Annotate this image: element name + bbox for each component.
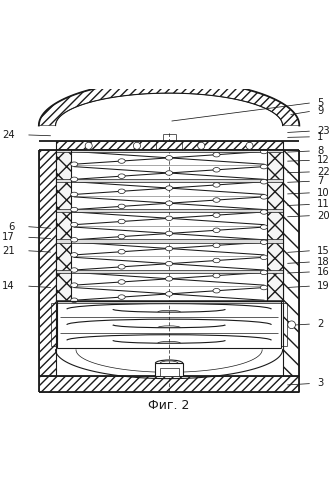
Text: 23: 23 bbox=[317, 126, 330, 136]
Ellipse shape bbox=[213, 213, 220, 218]
Ellipse shape bbox=[118, 219, 125, 224]
Ellipse shape bbox=[260, 150, 267, 154]
Ellipse shape bbox=[166, 201, 172, 205]
Bar bbox=[160, 368, 178, 376]
Text: 18: 18 bbox=[317, 257, 330, 267]
Ellipse shape bbox=[260, 164, 267, 169]
Ellipse shape bbox=[166, 292, 172, 296]
Bar bbox=[56, 142, 283, 150]
Bar bbox=[56, 148, 283, 152]
Bar bbox=[39, 376, 299, 392]
Text: 8: 8 bbox=[317, 146, 323, 156]
Ellipse shape bbox=[260, 210, 267, 214]
Text: 1: 1 bbox=[317, 132, 323, 142]
Ellipse shape bbox=[213, 182, 220, 187]
Ellipse shape bbox=[166, 276, 172, 281]
Ellipse shape bbox=[166, 186, 172, 190]
Ellipse shape bbox=[118, 174, 125, 178]
Ellipse shape bbox=[71, 208, 78, 212]
Text: 10: 10 bbox=[317, 188, 330, 198]
Ellipse shape bbox=[118, 189, 125, 194]
Bar bbox=[56, 240, 283, 242]
Ellipse shape bbox=[260, 286, 267, 290]
Ellipse shape bbox=[118, 250, 125, 254]
Ellipse shape bbox=[213, 198, 220, 202]
Ellipse shape bbox=[213, 243, 220, 248]
Text: 11: 11 bbox=[317, 200, 330, 209]
Text: 2: 2 bbox=[317, 319, 323, 329]
Ellipse shape bbox=[260, 194, 267, 199]
Text: 20: 20 bbox=[317, 210, 330, 220]
Bar bbox=[39, 150, 56, 376]
Text: 19: 19 bbox=[317, 281, 330, 291]
Ellipse shape bbox=[166, 262, 172, 266]
Ellipse shape bbox=[118, 264, 125, 269]
Circle shape bbox=[85, 142, 92, 150]
Circle shape bbox=[288, 321, 295, 328]
Text: 16: 16 bbox=[317, 267, 330, 277]
Ellipse shape bbox=[71, 252, 78, 257]
Ellipse shape bbox=[213, 228, 220, 232]
Text: 5: 5 bbox=[317, 98, 323, 108]
Text: 15: 15 bbox=[317, 246, 330, 256]
Text: 12: 12 bbox=[317, 156, 330, 166]
Ellipse shape bbox=[71, 192, 78, 196]
Ellipse shape bbox=[213, 288, 220, 293]
Bar bbox=[56, 270, 283, 273]
Ellipse shape bbox=[166, 170, 172, 175]
Polygon shape bbox=[39, 80, 299, 126]
Ellipse shape bbox=[166, 156, 172, 160]
Ellipse shape bbox=[71, 162, 78, 166]
Text: 21: 21 bbox=[2, 246, 15, 256]
Ellipse shape bbox=[166, 216, 172, 220]
Ellipse shape bbox=[260, 255, 267, 260]
Ellipse shape bbox=[166, 231, 172, 235]
Circle shape bbox=[198, 142, 205, 150]
Bar bbox=[56, 150, 71, 302]
Circle shape bbox=[134, 142, 141, 150]
Text: 14: 14 bbox=[2, 281, 15, 291]
Text: 7: 7 bbox=[317, 176, 323, 186]
Text: Фиг. 2: Фиг. 2 bbox=[149, 398, 190, 411]
Ellipse shape bbox=[260, 225, 267, 230]
Ellipse shape bbox=[71, 222, 78, 227]
Ellipse shape bbox=[71, 268, 78, 272]
Bar bbox=[56, 209, 283, 212]
Ellipse shape bbox=[71, 177, 78, 182]
Ellipse shape bbox=[166, 246, 172, 251]
Ellipse shape bbox=[118, 295, 125, 300]
Ellipse shape bbox=[71, 283, 78, 288]
Text: 6: 6 bbox=[8, 222, 15, 232]
Ellipse shape bbox=[213, 168, 220, 172]
Ellipse shape bbox=[118, 280, 125, 284]
Ellipse shape bbox=[118, 204, 125, 208]
Bar bbox=[283, 150, 299, 376]
Bar bbox=[56, 179, 283, 182]
Ellipse shape bbox=[260, 240, 267, 244]
Ellipse shape bbox=[213, 274, 220, 278]
Ellipse shape bbox=[213, 152, 220, 157]
Ellipse shape bbox=[213, 258, 220, 262]
Ellipse shape bbox=[118, 159, 125, 164]
Bar bbox=[267, 150, 283, 302]
Text: 17: 17 bbox=[2, 232, 15, 242]
Ellipse shape bbox=[260, 180, 267, 184]
Text: 24: 24 bbox=[2, 130, 15, 140]
Text: 22: 22 bbox=[317, 167, 330, 177]
Ellipse shape bbox=[118, 234, 125, 239]
Bar bbox=[156, 363, 183, 376]
Ellipse shape bbox=[71, 298, 78, 302]
Text: 3: 3 bbox=[317, 378, 323, 388]
Bar bbox=[56, 300, 283, 303]
Circle shape bbox=[246, 142, 253, 150]
Text: 9: 9 bbox=[317, 106, 323, 116]
Ellipse shape bbox=[71, 238, 78, 242]
Ellipse shape bbox=[260, 270, 267, 274]
